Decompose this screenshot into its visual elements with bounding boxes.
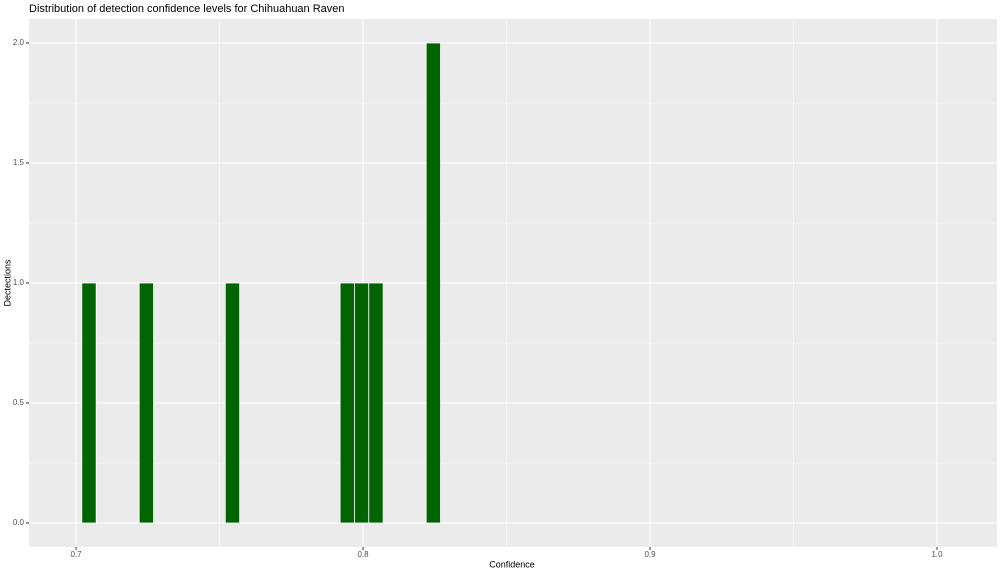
bar xyxy=(224,282,241,524)
chart-title: Distribution of detection confidence lev… xyxy=(29,3,345,15)
bar xyxy=(368,282,384,524)
x-tick-label: 0.7 xyxy=(71,550,83,559)
x-tick-label: 0.9 xyxy=(644,550,656,559)
y-tick-label: 0.0 xyxy=(13,518,25,527)
x-tick-label: 1.0 xyxy=(931,550,943,559)
y-tick-label: 0.5 xyxy=(13,398,25,407)
y-tick-label: 2.0 xyxy=(13,38,25,47)
bar xyxy=(425,42,441,524)
x-axis-label: Confidence xyxy=(489,559,535,569)
bar xyxy=(81,282,97,524)
y-tick-label: 1.5 xyxy=(13,158,25,167)
bar xyxy=(138,282,154,524)
y-axis-label: Dectections xyxy=(2,259,12,307)
bar xyxy=(339,282,355,524)
bar xyxy=(354,282,370,524)
y-tick-label: 1.0 xyxy=(13,278,25,287)
x-tick-label: 0.8 xyxy=(357,550,369,559)
